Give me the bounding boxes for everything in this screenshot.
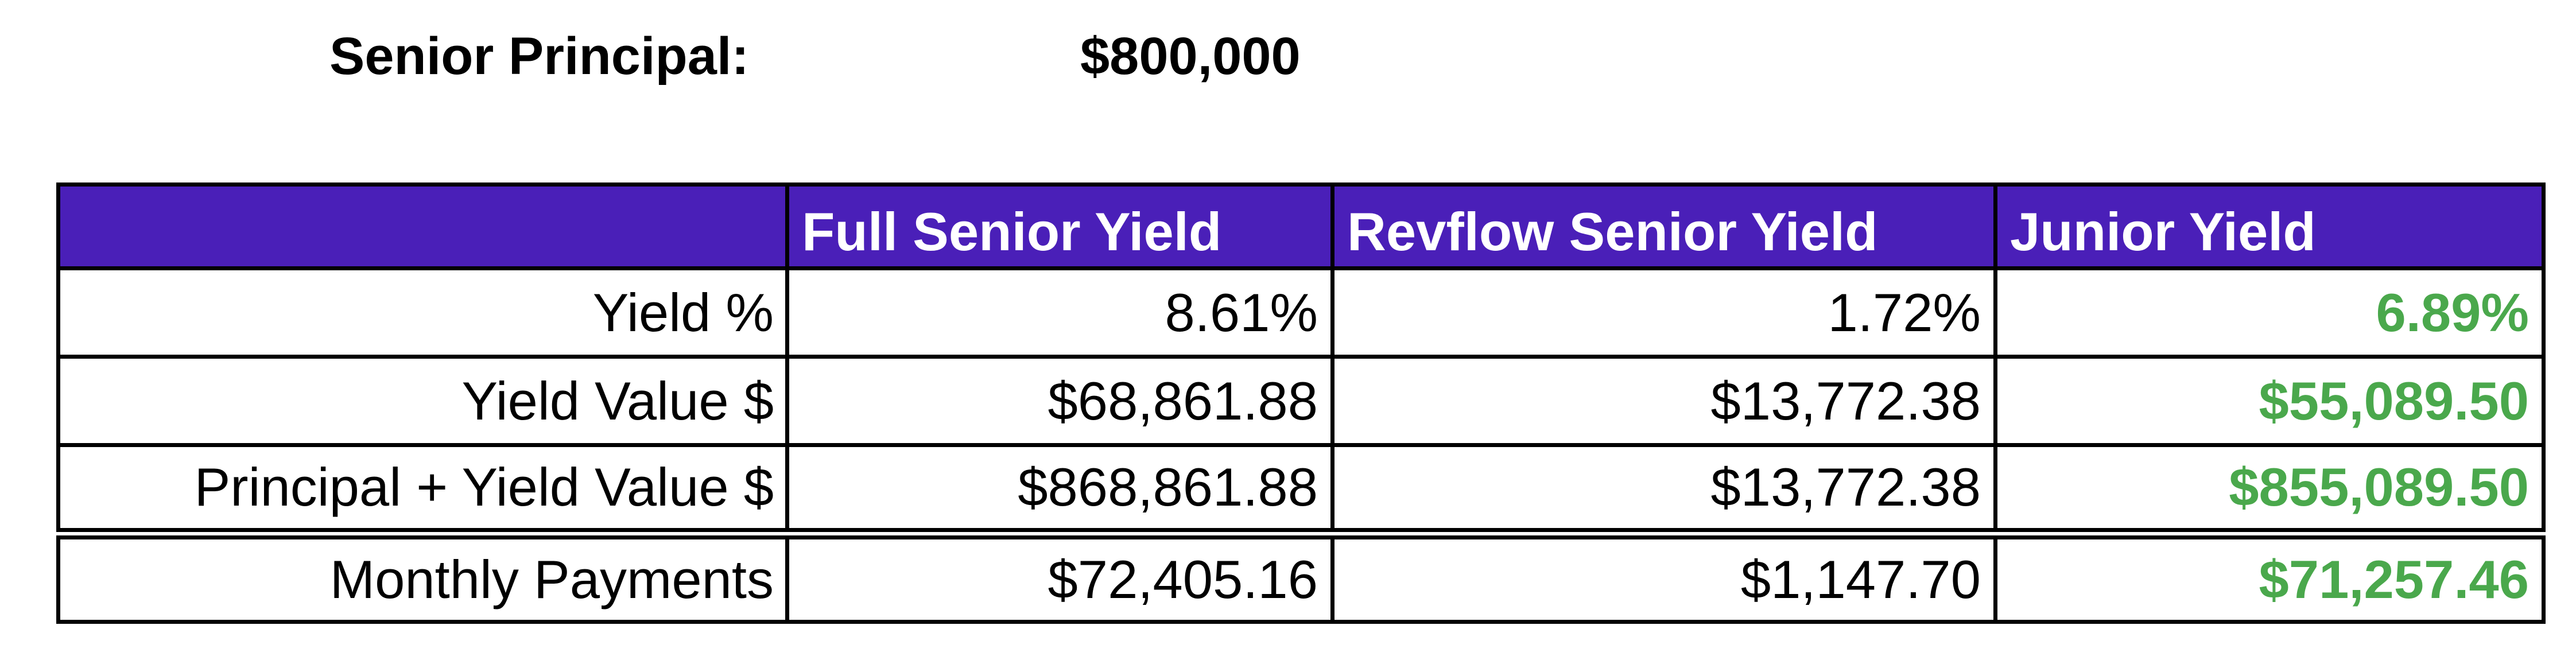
header-row-label — [56, 182, 789, 270]
cell-junior-yield: 6.89% — [1993, 266, 2546, 359]
cell-junior-yield: $55,089.50 — [1993, 355, 2546, 447]
cell-full-senior-yield: $72,405.16 — [785, 527, 1334, 624]
row-label-monthly-payments: Monthly Payments — [56, 527, 789, 624]
cell-revflow-senior-yield: $13,772.38 — [1330, 355, 1997, 447]
header-revflow-senior-yield: Revflow Senior Yield — [1330, 182, 1997, 270]
cell-revflow-senior-yield: $13,772.38 — [1330, 443, 1997, 535]
cell-full-senior-yield: $68,861.88 — [785, 355, 1334, 447]
yield-table: Full Senior Yield Revflow Senior Yield J… — [56, 182, 2546, 624]
cell-junior-yield: $71,257.46 — [1993, 527, 2546, 624]
cell-revflow-senior-yield: 1.72% — [1330, 266, 1997, 359]
header-junior-yield: Junior Yield — [1993, 182, 2546, 270]
senior-principal-value: $800,000 — [1080, 27, 1301, 86]
row-label-yield-percent: Yield % — [56, 266, 789, 359]
row-label-yield-value: Yield Value $ — [56, 355, 789, 447]
table-row: Principal + Yield Value $ $868,861.88 $1… — [56, 443, 2546, 535]
header-full-senior-yield: Full Senior Yield — [785, 182, 1334, 270]
table-row: Yield Value $ $68,861.88 $13,772.38 $55,… — [56, 355, 2546, 447]
cell-revflow-senior-yield: $1,147.70 — [1330, 527, 1997, 624]
cell-full-senior-yield: $868,861.88 — [785, 443, 1334, 535]
table-row: Monthly Payments $72,405.16 $1,147.70 $7… — [56, 527, 2546, 624]
senior-principal-label: Senior Principal: — [329, 27, 750, 86]
table-header-row: Full Senior Yield Revflow Senior Yield J… — [56, 182, 2546, 270]
cell-junior-yield: $855,089.50 — [1993, 443, 2546, 535]
cell-full-senior-yield: 8.61% — [785, 266, 1334, 359]
row-label-principal-plus-yield: Principal + Yield Value $ — [56, 443, 789, 535]
table-row: Yield % 8.61% 1.72% 6.89% — [56, 266, 2546, 359]
